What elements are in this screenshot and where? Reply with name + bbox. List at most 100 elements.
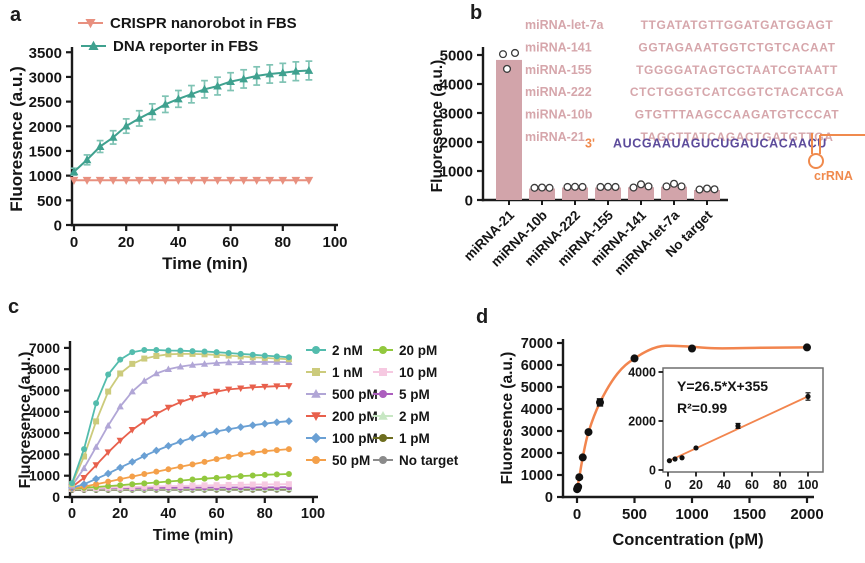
svg-text:GGTAGAAATGGTCTGTCACAAT: GGTAGAAATGGTCTGTCACAAT (638, 40, 835, 54)
panel-c-chart: 0 1000 2000 3000 4000 5000 6000 7000 0 20 40 60 80 10… (17, 340, 459, 544)
svg-text:0: 0 (70, 234, 78, 251)
svg-text:50 pM: 50 pM (332, 453, 370, 468)
svg-text:4000: 4000 (440, 77, 473, 94)
svg-text:0: 0 (52, 489, 60, 505)
panel-d: 0 1000 2000 3000 4000 5000 6000 7000 0 500 1000 150… (430, 300, 865, 563)
svg-text:3000: 3000 (521, 424, 553, 440)
svg-text:crRNA: crRNA (814, 169, 853, 183)
svg-text:0: 0 (573, 506, 581, 523)
svg-text:0: 0 (54, 218, 62, 235)
svg-text:DNA reporter in FBS: DNA reporter in FBS (113, 38, 258, 55)
svg-text:20 pM: 20 pM (399, 343, 437, 358)
svg-text:500: 500 (622, 506, 647, 523)
svg-text:3000: 3000 (29, 425, 60, 441)
svg-text:0: 0 (465, 193, 473, 210)
svg-text:20: 20 (118, 234, 135, 251)
svg-text:2 pM: 2 pM (399, 409, 430, 424)
svg-text:1000: 1000 (29, 468, 60, 484)
crRNA-hairpin-icon (811, 133, 865, 154)
svg-text:3000: 3000 (29, 69, 62, 86)
svg-text:0: 0 (68, 506, 76, 522)
svg-text:2000: 2000 (521, 446, 553, 462)
svg-text:60: 60 (745, 478, 759, 492)
panel-b: 0 1000 2000 3000 4000 5000 miRNA-21 miRNA-10b mi… (429, 0, 865, 300)
svg-text:0: 0 (665, 478, 672, 492)
svg-text:100: 100 (322, 234, 347, 251)
svg-text:80: 80 (274, 234, 291, 251)
svg-text:40: 40 (717, 478, 731, 492)
svg-text:7000: 7000 (521, 336, 553, 352)
svg-text:Fluoresence (a.u.): Fluoresence (a.u.) (7, 66, 26, 211)
svg-text:2000: 2000 (628, 415, 656, 429)
panel-a-chart: 0 500 1000 1500 2000 2500 3000 3500 0 20 40 60 80 100… (7, 15, 348, 273)
svg-text:R²=0.99: R²=0.99 (677, 400, 727, 416)
panel-a: 0 500 1000 1500 2000 2500 3000 3500 0 20 40 60 80 100… (0, 0, 440, 290)
svg-text:4000: 4000 (29, 404, 60, 420)
svg-text:Concentration (pM): Concentration (pM) (612, 531, 763, 549)
svg-text:miRNA-21: miRNA-21 (525, 130, 585, 144)
svg-text:Y=26.5*X+355: Y=26.5*X+355 (677, 378, 768, 394)
svg-text:1000: 1000 (29, 168, 62, 185)
svg-text:1000: 1000 (675, 506, 708, 523)
svg-text:CRISPR nanorobot in FBS: CRISPR nanorobot in FBS (110, 15, 297, 32)
svg-text:5000: 5000 (29, 383, 60, 399)
svg-text:1 pM: 1 pM (399, 431, 430, 446)
svg-text:1000: 1000 (440, 164, 473, 181)
svg-text:200 pM: 200 pM (332, 409, 378, 424)
svg-text:Time (min): Time (min) (153, 527, 234, 544)
panel-c: 0 1000 2000 3000 4000 5000 6000 7000 0 20 40 60 80 10… (0, 290, 470, 563)
svg-text:TGGGGATAGTGCTAATCGTAATT: TGGGGATAGTGCTAATCGTAATT (636, 63, 838, 77)
svg-text:40: 40 (170, 234, 187, 251)
svg-text:CTCTGGGTCATCGGTCTACATCGA: CTCTGGGTCATCGGTCTACATCGA (630, 85, 844, 99)
svg-text:miRNA-10b: miRNA-10b (525, 108, 593, 122)
svg-text:miRNA-let-7a: miRNA-let-7a (525, 18, 605, 32)
svg-text:60: 60 (222, 234, 239, 251)
svg-text:1500: 1500 (29, 143, 62, 160)
panel-d-letter: d (476, 306, 489, 328)
svg-text:60: 60 (209, 506, 225, 522)
svg-text:Fluoresence (a.u.): Fluoresence (a.u.) (499, 352, 516, 485)
svg-text:miRNA-155: miRNA-155 (525, 63, 592, 77)
svg-text:0: 0 (649, 464, 656, 478)
svg-text:5000: 5000 (521, 380, 553, 396)
svg-text:1 nM: 1 nM (332, 365, 363, 380)
svg-text:2 nM: 2 nM (332, 343, 363, 358)
svg-text:20: 20 (689, 478, 703, 492)
svg-text:1500: 1500 (733, 506, 766, 523)
svg-text:TAGCTTATCAGACTGATGTTGA: TAGCTTATCAGACTGATGTTGA (641, 130, 834, 144)
svg-text:100: 100 (798, 478, 819, 492)
svg-text:10 pM: 10 pM (399, 365, 437, 380)
svg-text:4000: 4000 (521, 402, 553, 418)
svg-text:5 pM: 5 pM (399, 387, 430, 402)
panel-b-plot: 0 1000 2000 3000 4000 5000 miRNA-21 miRNA-10b mi… (429, 18, 865, 278)
panel-b-letter: b (470, 2, 483, 24)
svg-text:miRNA-141: miRNA-141 (525, 40, 592, 54)
svg-text:500: 500 (37, 193, 62, 210)
panel-a-letter: a (10, 4, 22, 26)
svg-text:2500: 2500 (29, 94, 62, 111)
svg-text:5000: 5000 (440, 48, 473, 65)
svg-text:GTGTTTAAGCCAAGATGTCCCAT: GTGTTTAAGCCAAGATGTCCCAT (635, 108, 840, 122)
svg-text:AUCGAAUAGUCUGAUCACAACU: AUCGAAUAGUCUGAUCACAACU (613, 137, 827, 151)
svg-text:0: 0 (545, 490, 553, 506)
svg-text:20: 20 (112, 506, 128, 522)
svg-text:500 pM: 500 pM (332, 387, 378, 402)
svg-text:100: 100 (301, 506, 325, 522)
svg-text:4000: 4000 (628, 366, 656, 380)
svg-text:2000: 2000 (440, 135, 473, 152)
svg-text:Fluoresence (a.u.): Fluoresence (a.u.) (17, 352, 34, 489)
svg-text:6000: 6000 (29, 361, 60, 377)
svg-text:miRNA-222: miRNA-222 (525, 85, 592, 99)
svg-text:100 pM: 100 pM (332, 431, 378, 446)
svg-text:Fluoresence (a.u.): Fluoresence (a.u.) (430, 60, 446, 193)
svg-text:2000: 2000 (29, 446, 60, 462)
svg-text:2000: 2000 (790, 506, 823, 523)
svg-text:3': 3' (585, 137, 595, 151)
svg-text:80: 80 (257, 506, 273, 522)
svg-text:80: 80 (773, 478, 787, 492)
svg-text:6000: 6000 (521, 358, 553, 374)
svg-text:No target: No target (399, 453, 459, 468)
